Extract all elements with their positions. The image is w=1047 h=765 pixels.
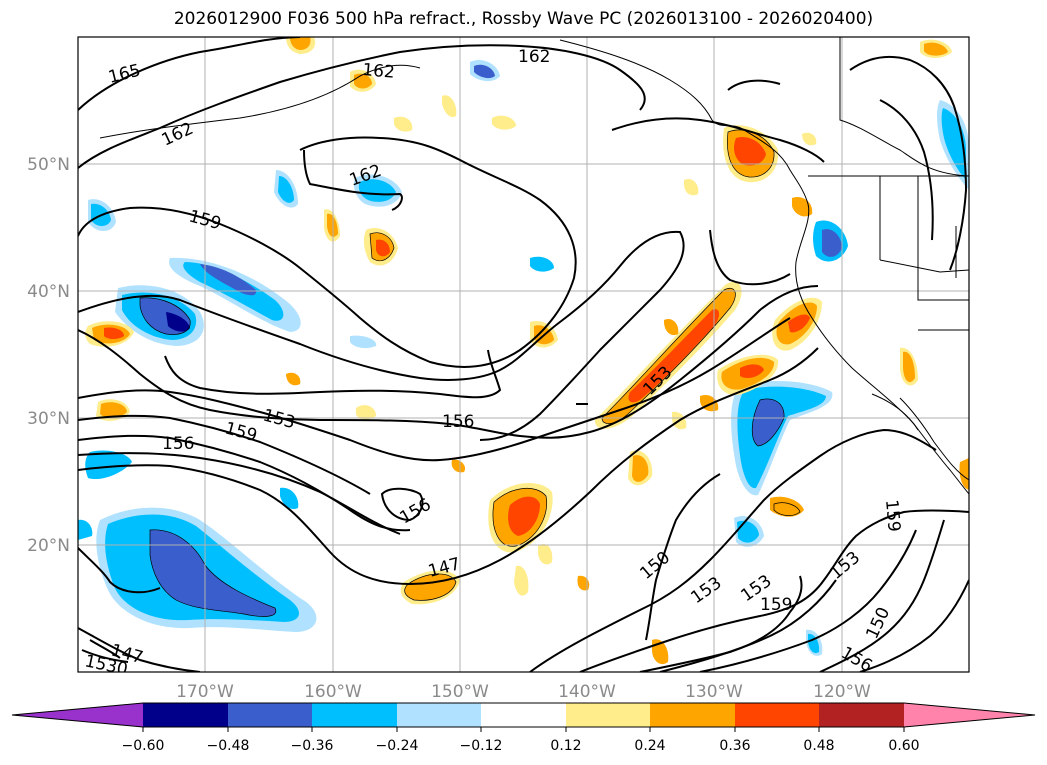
colorbar-box (650, 703, 735, 727)
colorbar-extend-right (904, 703, 1035, 727)
lat-tick-label: 40°N (27, 282, 70, 302)
lon-tick-label: 140°W (558, 682, 616, 702)
colorbar-tick-label: 0.24 (634, 738, 665, 754)
contour-label: 159 (881, 499, 904, 533)
colorbar-tick-label: −0.36 (291, 738, 334, 754)
positive-anomaly-fill (85, 37, 969, 665)
colorbar-box (481, 703, 566, 727)
colorbar-box (566, 703, 650, 727)
lon-tick-label: 130°W (685, 682, 743, 702)
isolines (78, 37, 969, 672)
anomaly-outlines (139, 129, 801, 617)
colorbar-tick-label: −0.24 (376, 738, 419, 754)
colorbar-tick-label: 0.12 (550, 738, 581, 754)
colorbar-ticks (142, 727, 905, 732)
negative-anomaly-fill (78, 59, 969, 656)
lat-axis: 50°N 40°N 30°N 20°N (27, 155, 70, 556)
colorbar-box (397, 703, 481, 727)
colorbar-tick-label: 0.48 (803, 738, 834, 754)
colorbar-box (312, 703, 397, 727)
lon-tick-label: 160°W (304, 682, 362, 702)
colorbar-box (819, 703, 904, 727)
lat-tick-label: 20°N (27, 536, 70, 556)
colorbar-box (735, 703, 819, 727)
map-frame (77, 36, 970, 673)
contour-label: 156 (442, 412, 474, 432)
map-gridlines (78, 37, 969, 672)
lat-tick-label: 50°N (27, 155, 70, 175)
page-title: 2026012900 F036 500 hPa refract., Rossby… (173, 9, 874, 29)
colorbar-tick-label: −0.48 (207, 738, 250, 754)
contour-label: 162 (518, 47, 550, 67)
map-plot-area: 165 162 162 162 162 159 159 153 156 156 … (78, 37, 969, 672)
lon-axis: 170°W 160°W 150°W 140°W 130°W 120°W (176, 682, 871, 702)
lon-tick-label: 150°W (431, 682, 489, 702)
colorbar: −0.60 −0.48 −0.36 −0.24 −0.12 0.12 0.24 … (11, 702, 1036, 754)
colorbar-tick-label: 0.36 (719, 738, 750, 754)
colorbar-tick-label: 0.60 (888, 738, 919, 754)
lat-tick-label: 30°N (27, 409, 70, 429)
contour-label: 156 (162, 434, 194, 454)
colorbar-box (143, 703, 228, 727)
colorbar-extend-left (12, 703, 143, 727)
colorbar-tick-label: −0.60 (122, 738, 165, 754)
coastlines (99, 37, 969, 495)
lon-tick-label: 120°W (813, 682, 871, 702)
colorbar-box (228, 703, 312, 727)
contour-label: 159 (760, 595, 792, 615)
contour-label: 162 (362, 60, 396, 83)
colorbar-tick-label: −0.12 (460, 738, 503, 754)
lon-tick-label: 170°W (176, 682, 234, 702)
